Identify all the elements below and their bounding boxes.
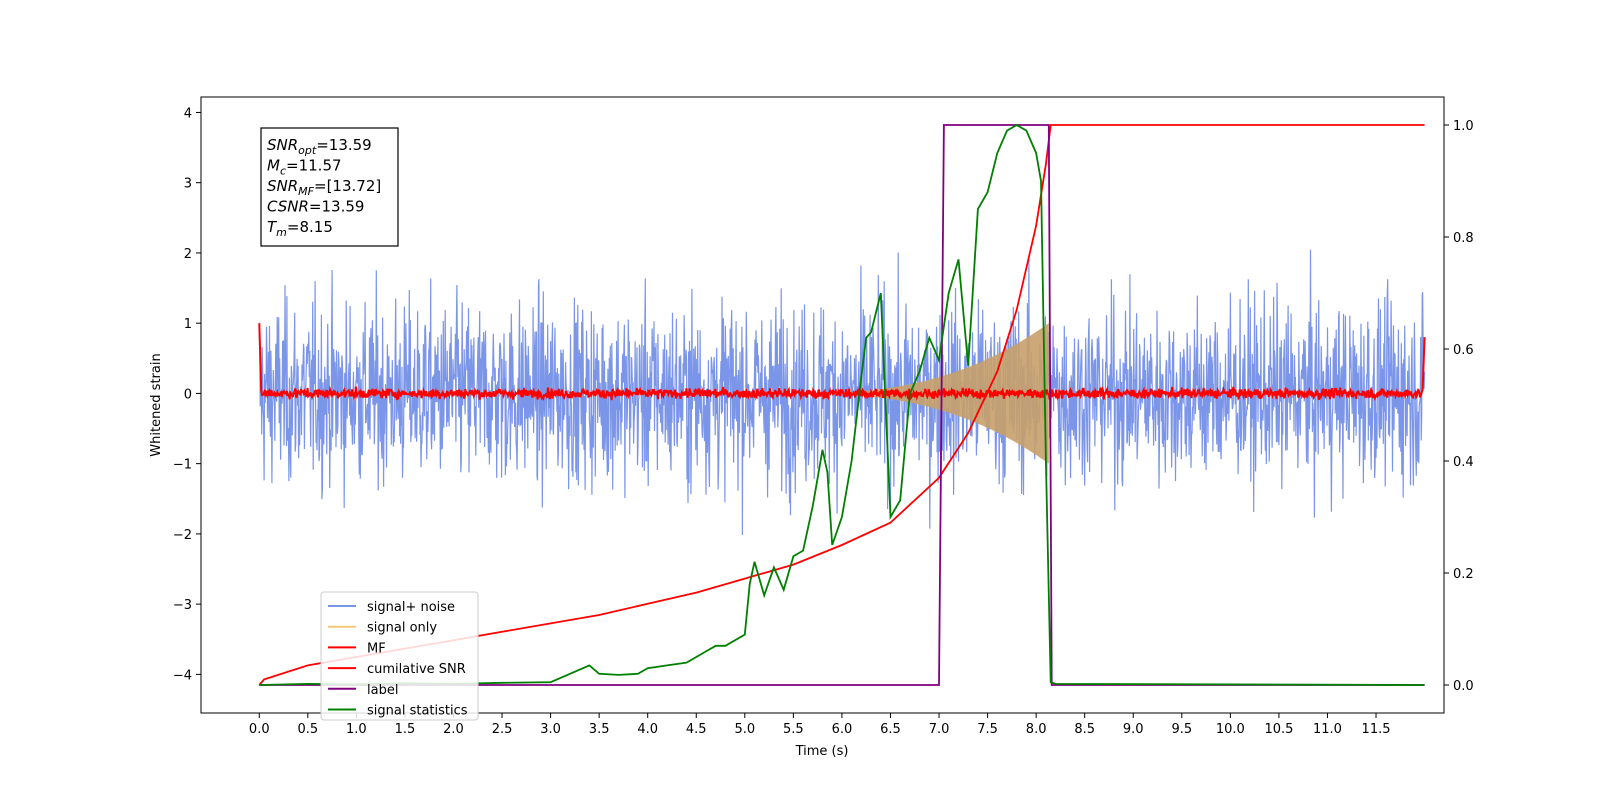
x-tick-label: 8.0 xyxy=(1026,722,1047,737)
info-line: CSNR=13.59 xyxy=(267,198,364,216)
x-tick-label: 5.0 xyxy=(734,722,755,737)
legend: signal+ noise signal only MF cumilative SNR… xyxy=(320,591,479,721)
legend-label: signal only xyxy=(367,621,437,636)
legend-label: signal+ noise xyxy=(367,600,455,615)
y-right-tick-label: 0.0 xyxy=(1453,679,1474,694)
x-tick-label: 7.0 xyxy=(929,722,950,737)
y-right-tick-label: 0.8 xyxy=(1453,231,1474,246)
x-tick-label: 5.5 xyxy=(783,722,804,737)
x-tick-label: 10.0 xyxy=(1216,722,1245,737)
info-line: SNRopt=13.59 xyxy=(267,136,372,157)
y-right-tick-label: 1.0 xyxy=(1453,119,1474,134)
y-left-tick-label: 1 xyxy=(184,317,192,332)
info-lines: SNRopt=13.59Mc=11.57SNRMF=[13.72]CSNR=13… xyxy=(267,136,381,239)
legend-label: cumilative SNR xyxy=(367,662,466,677)
series-signal-statistics-line xyxy=(259,123,1425,686)
x-tick-label: 9.5 xyxy=(1171,722,1192,737)
series-label-line xyxy=(259,124,1425,686)
y-right-tick-label: 0.4 xyxy=(1453,455,1474,470)
info-box: SNRopt=13.59Mc=11.57SNRMF=[13.72]CSNR=13… xyxy=(260,127,399,247)
x-tick-label: 10.5 xyxy=(1264,722,1293,737)
x-tick-label: 0.5 xyxy=(297,722,318,737)
x-tick-label: 4.5 xyxy=(686,722,707,737)
info-line: Mc=11.57 xyxy=(267,157,342,178)
y-axis-label: Whitened strain xyxy=(149,353,164,456)
series-signal-noise-line xyxy=(258,249,1426,536)
y-left-tick-label: −1 xyxy=(173,458,192,473)
x-tick-label: 2.0 xyxy=(443,722,464,737)
x-tick-label: 8.5 xyxy=(1074,722,1095,737)
x-tick-label: 7.5 xyxy=(977,722,998,737)
x-tick-label: 3.5 xyxy=(589,722,610,737)
x-tick-label: 1.0 xyxy=(346,722,367,737)
y-left-tick-label: −2 xyxy=(173,528,192,543)
y-right-tick-label: 0.6 xyxy=(1453,343,1474,358)
y-left-tick-label: 0 xyxy=(184,387,192,402)
legend-frame xyxy=(320,591,479,721)
x-tick-label: 11.5 xyxy=(1362,722,1391,737)
legend-label: label xyxy=(367,683,398,698)
x-tick-label: 9.0 xyxy=(1123,722,1144,737)
y-left-tick-label: −3 xyxy=(173,598,192,613)
x-tick-label: 4.0 xyxy=(637,722,658,737)
x-tick-label: 6.5 xyxy=(880,722,901,737)
x-tick-label: 2.5 xyxy=(492,722,513,737)
legend-label: MF xyxy=(367,641,386,656)
y-left-tick-label: 3 xyxy=(184,177,192,192)
axes: 0.0 0.5 1.0 1.5 2.0 2.5 3.0 3.5 4.0 4.5 5.0 5.5 6.0 6… xyxy=(173,106,1474,737)
x-tick-label: 11.0 xyxy=(1313,722,1342,737)
info-line: SNRMF=[13.72] xyxy=(267,177,381,198)
y-left-tick-label: 4 xyxy=(184,106,192,121)
series-mf-line xyxy=(258,323,1426,402)
x-tick-label: 0.0 xyxy=(249,722,270,737)
x-tick-label: 3.0 xyxy=(540,722,561,737)
y-left-tick-label: −4 xyxy=(173,668,192,683)
x-axis-label: Time (s) xyxy=(795,744,849,759)
x-tick-label: 6.0 xyxy=(832,722,853,737)
x-tick-label: 1.5 xyxy=(395,722,416,737)
y-right-tick-label: 0.2 xyxy=(1453,567,1474,582)
info-line: Tm=8.15 xyxy=(267,218,333,239)
y-left-tick-label: 2 xyxy=(184,247,192,262)
plot-frame xyxy=(200,96,1445,714)
legend-items: signal+ noise signal only MF cumilative SNR… xyxy=(328,600,468,719)
info-box-frame xyxy=(260,127,399,247)
legend-label: signal statistics xyxy=(367,704,468,719)
